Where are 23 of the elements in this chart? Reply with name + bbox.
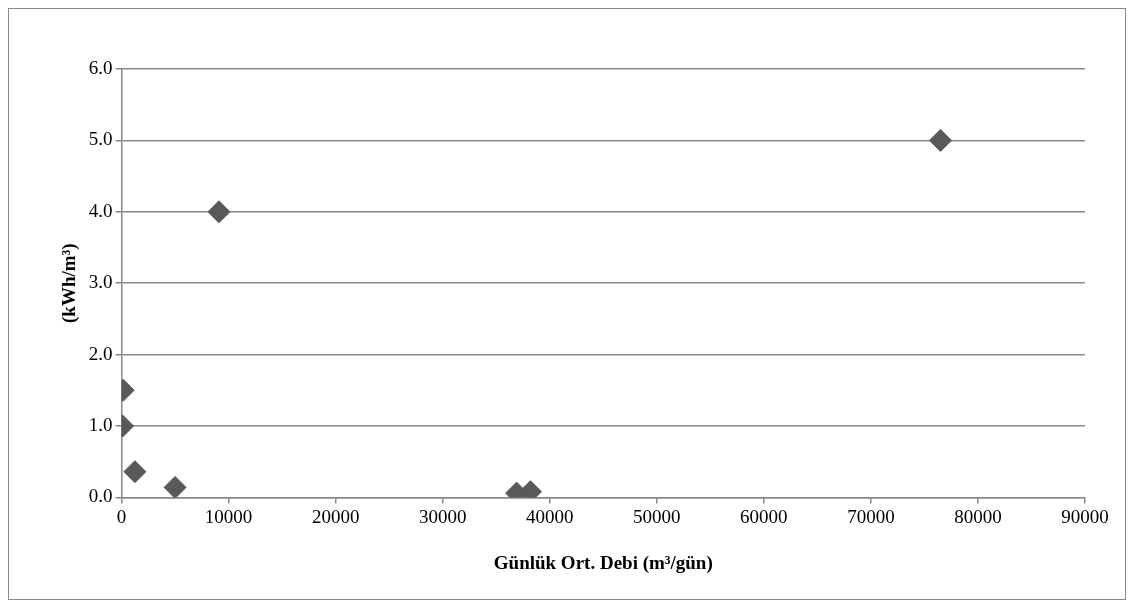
point [207, 200, 231, 224]
x-tick-label: 70000 [847, 505, 895, 527]
point [123, 460, 147, 484]
x-tick-label: 80000 [954, 505, 1002, 527]
x-tick-label: 90000 [1061, 505, 1109, 527]
x-tick-label: 60000 [740, 505, 788, 527]
x-tick-label: 50000 [633, 505, 681, 527]
y-tick-label: 5.0 [88, 128, 113, 150]
y-tick-label: 4.0 [88, 199, 113, 221]
x-tick-label: 30000 [418, 505, 467, 527]
y-tick-label: 1.0 [88, 413, 113, 435]
x-tick-label: 40000 [526, 505, 574, 527]
y-tick-label: 6.0 [88, 56, 113, 78]
x-tick-label: 0 [116, 505, 127, 527]
y-tick-label: 2.0 [88, 342, 113, 364]
x-tick-label: 10000 [204, 505, 253, 527]
point [928, 128, 952, 152]
y-axis-title: (kWh/m³) [58, 243, 81, 323]
y-tick-label: 3.0 [88, 271, 113, 293]
x-tick-label: 20000 [311, 505, 360, 527]
y-tick-label: 0.0 [88, 485, 113, 507]
x-axis-title: Günlük Ort. Debi (m³/gün) [493, 551, 713, 574]
point [163, 475, 187, 498]
